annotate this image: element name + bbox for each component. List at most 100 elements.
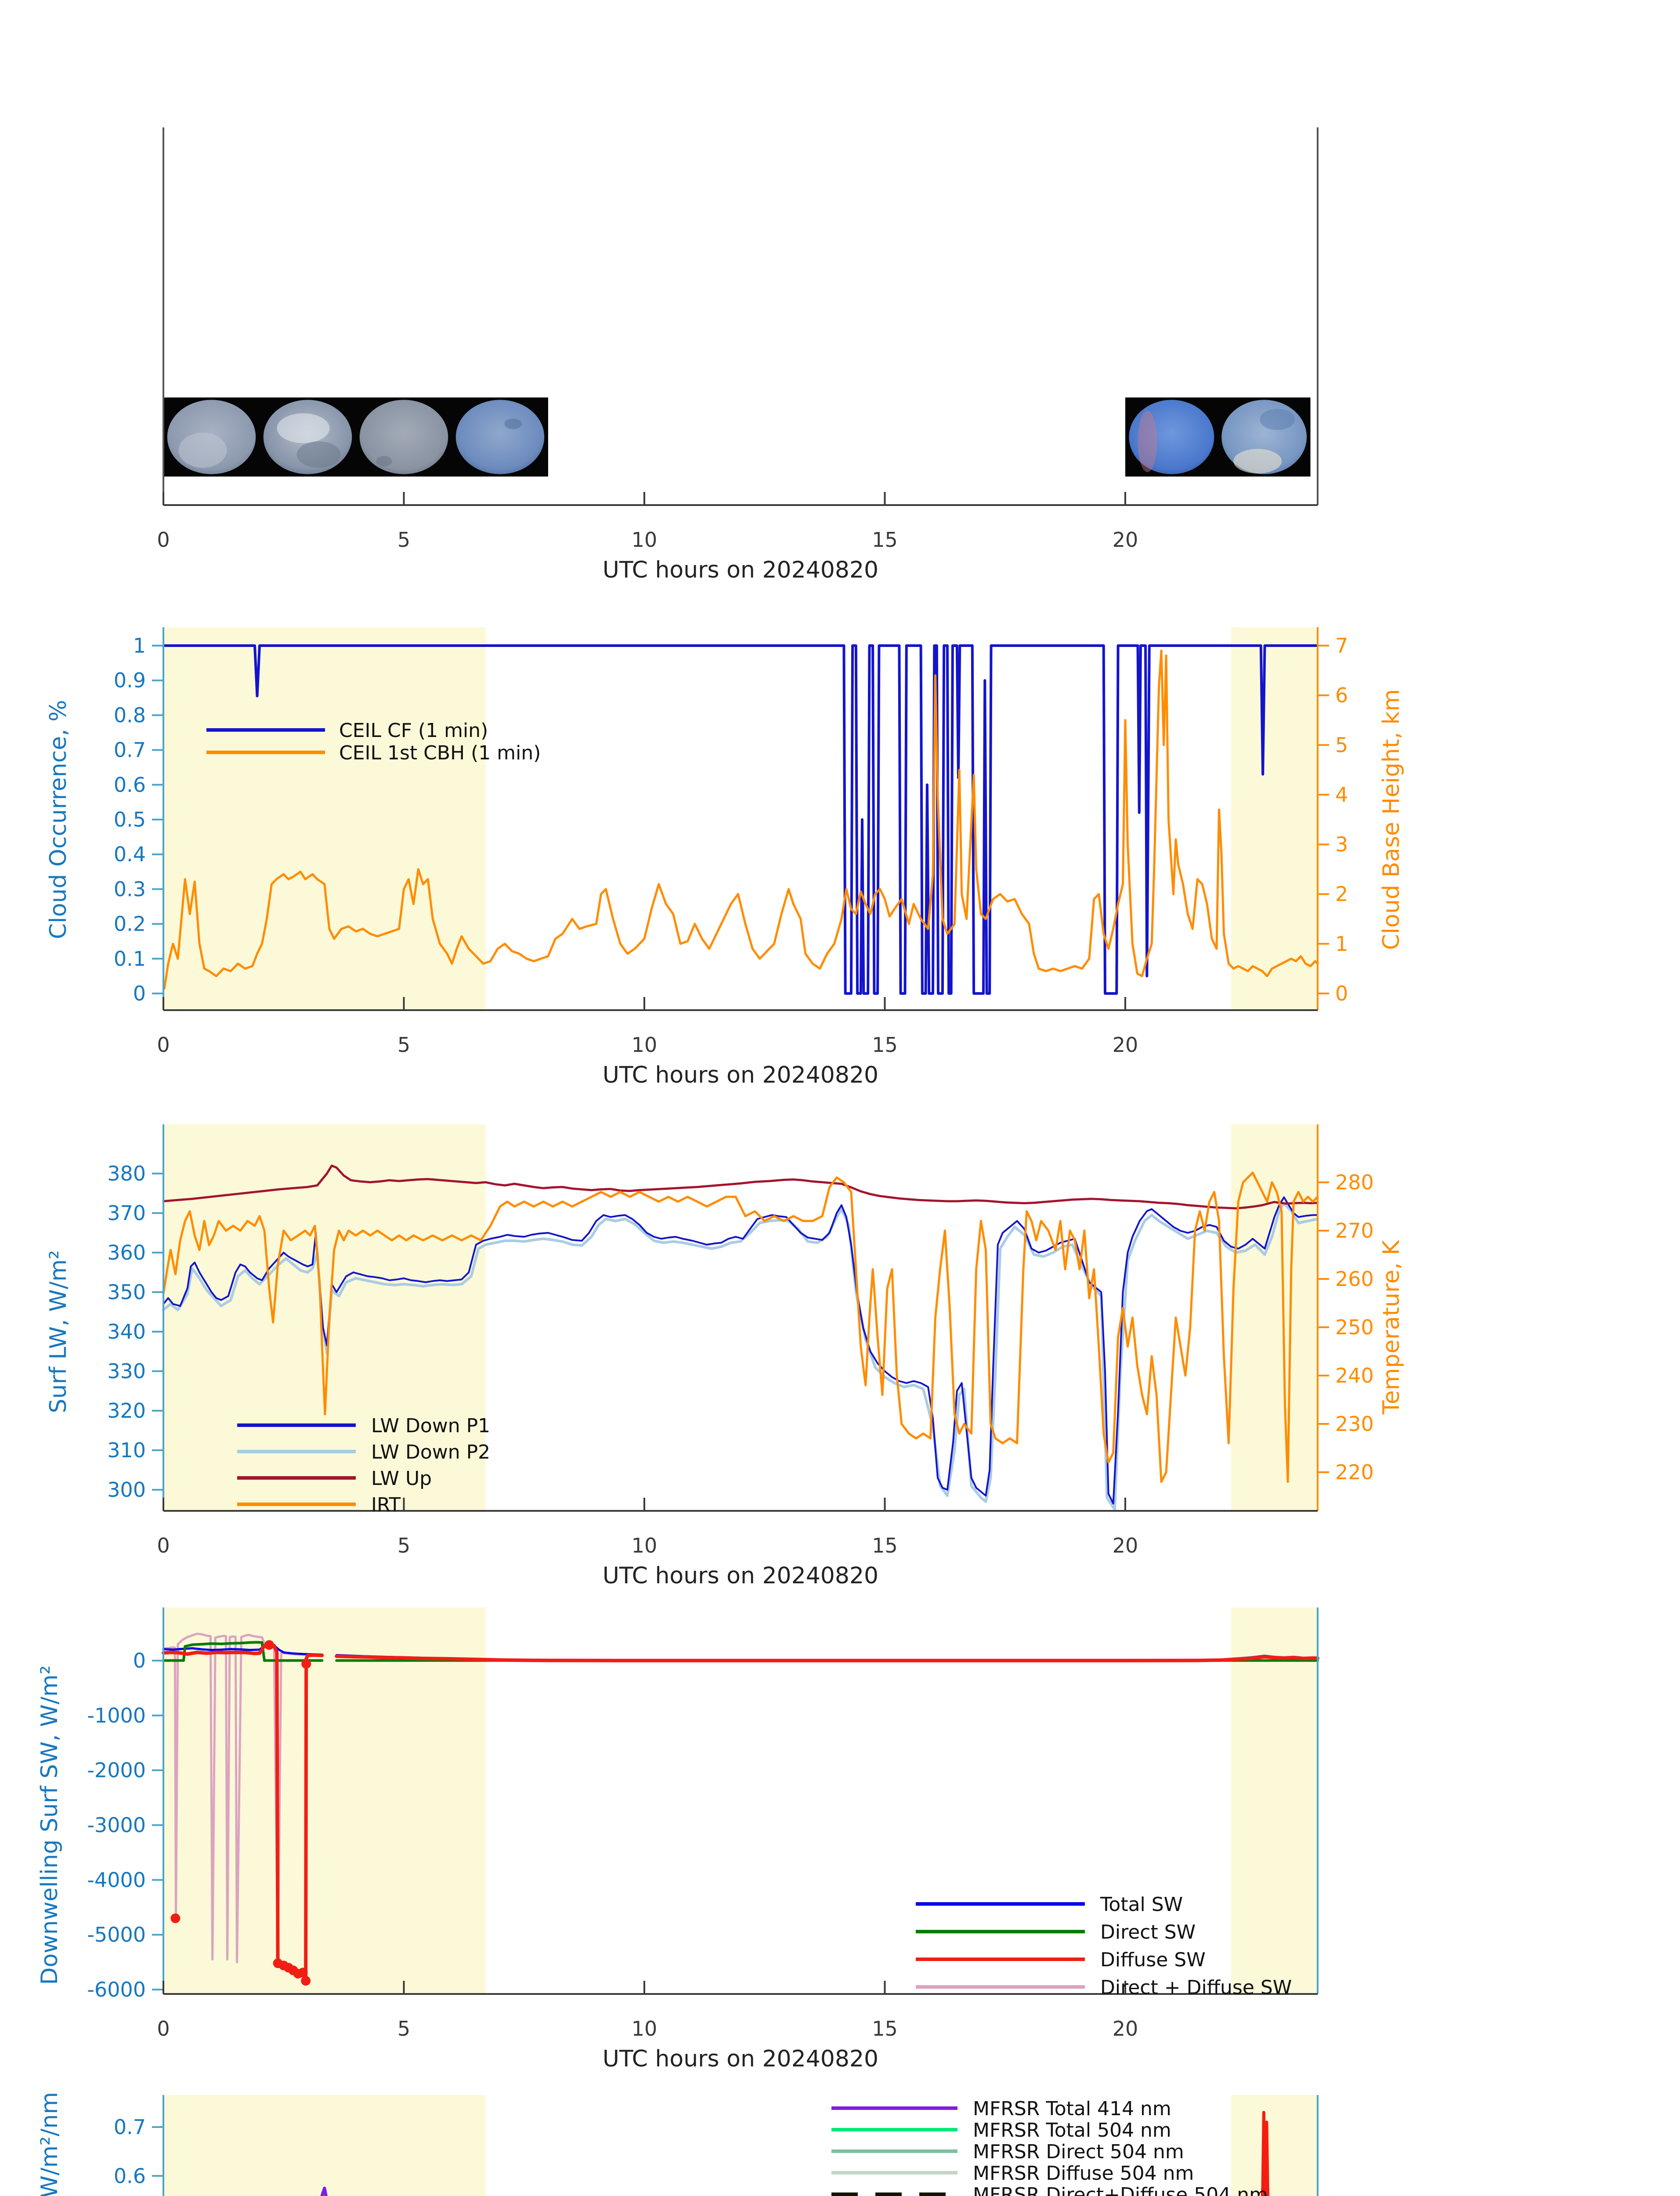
left-tick-label: 0.7 — [114, 2115, 146, 2139]
left-axis-title: Surf LW, W/m² — [45, 1250, 72, 1413]
left-tick-label: -4000 — [87, 1868, 146, 1892]
right-tick-label: 240 — [1335, 1364, 1374, 1387]
panel-narrowband: 00.10.20.30.40.50.60.7Downwelling Narrow… — [36, 2092, 1319, 2196]
right-tick-label: 5 — [1335, 733, 1348, 757]
x-tick-label: 5 — [397, 528, 410, 552]
series-diffuse-sw-dots — [170, 1640, 311, 1986]
left-tick-label: 0.2 — [114, 912, 146, 936]
right-tick-label: 260 — [1335, 1267, 1374, 1291]
legend-label: MFRSR Direct 504 nm — [973, 2141, 1184, 2163]
left-tick-label: -5000 — [87, 1923, 146, 1947]
legend-label: MFRSR Total 504 nm — [973, 2119, 1171, 2142]
right-tick-label: 1 — [1335, 932, 1348, 956]
left-tick-label: 0.6 — [114, 2164, 146, 2188]
x-tick-label: 0 — [157, 1534, 170, 1557]
legend-label: LW Down P1 — [371, 1415, 490, 1437]
left-tick-label: 0.1 — [114, 947, 146, 971]
sky-camera-image-group — [163, 397, 548, 477]
right-tick-label: 250 — [1335, 1315, 1374, 1339]
legend-label: LW Up — [371, 1467, 432, 1490]
right-tick-label: 220 — [1335, 1460, 1374, 1484]
panel-sky-images: 0 5 10 15 20 UTC hours on 20240820 — [157, 127, 1319, 583]
x-tick-label: 0 — [157, 528, 170, 552]
x-axis-title: UTC hours on 20240820 — [603, 1563, 878, 1589]
left-tick-label: 300 — [107, 1478, 146, 1502]
right-tick-label: 7 — [1335, 634, 1348, 657]
series-irt — [162, 1171, 1319, 1483]
right-axis-title: Cloud Base Height, km — [1378, 689, 1405, 950]
twilight-shade-region — [1231, 627, 1318, 1010]
legend-label: IRT — [371, 1494, 401, 1516]
panel-cloud-legend: CEIL CF (1 min)CEIL 1st CBH (1 min) — [206, 719, 541, 764]
twilight-shade-region — [1231, 1607, 1318, 1994]
sky-camera-fisheye-image — [263, 400, 352, 474]
sky-camera-image-group — [1125, 397, 1311, 477]
legend-label: CEIL 1st CBH (1 min) — [339, 742, 541, 764]
x-tick-label: 10 — [632, 1033, 658, 1057]
left-tick-label: -1000 — [87, 1704, 146, 1727]
left-tick-label: 0.3 — [114, 877, 146, 901]
x-tick-label: 5 — [397, 1033, 410, 1057]
right-axis-title: Temperature, K — [1378, 1239, 1405, 1415]
x-tick-label: 10 — [632, 2017, 658, 2041]
right-tick-label: 4 — [1335, 783, 1348, 806]
left-tick-label: 0.7 — [114, 738, 146, 762]
twilight-shade-region — [163, 1607, 486, 1994]
x-axis-title: UTC hours on 20240820 — [603, 2046, 878, 2072]
legend-label: Diffuse SW — [1100, 1949, 1206, 1971]
panel-cloud: 0 0.1 0.2 0.3 0.4 0.5 0.6 0.7 0.8 0.9 1 Cloud Occur… — [45, 627, 1405, 1088]
left-axis-title: Cloud Occurrence, % — [45, 700, 72, 939]
panel-surf-sw: 0 -1000 -2000 -3000 -4000 -5000 -6000 Downwelli… — [36, 1607, 1319, 2072]
panel-surf-lw-legend: LW Down P1 LW Down P2 LW Up IRT — [237, 1415, 490, 1516]
x-tick-label: 15 — [872, 1534, 898, 1557]
x-tick-label: 5 — [397, 2017, 410, 2041]
series-lw-down-p2 — [162, 1202, 1319, 1511]
x-tick-label: 20 — [1113, 2017, 1138, 2041]
x-tick-label: 20 — [1113, 528, 1138, 552]
left-tick-label: -2000 — [87, 1759, 146, 1782]
left-tick-label: 0 — [133, 982, 146, 1005]
left-tick-label: 0 — [133, 1649, 146, 1672]
legend-label: MFRSR Direct+Diffuse 504 nm — [973, 2184, 1268, 2196]
legend-label: MFRSR Total 414 nm — [973, 2098, 1171, 2120]
series-diffuse-sw — [162, 1643, 1319, 1983]
sky-camera-fisheye-image — [167, 400, 256, 474]
left-tick-label: 1 — [133, 634, 146, 657]
sky-camera-fisheye-image — [1129, 400, 1214, 474]
x-tick-label: 15 — [872, 2017, 898, 2041]
twilight-shade-region — [163, 1124, 486, 1511]
left-tick-label: 340 — [107, 1320, 146, 1344]
panel-surf-lw: 300 310 320 330 340 350 360 370 380 Surf LW, W/m²… — [45, 1124, 1405, 1589]
series-mfrsr-total-674 — [1261, 2111, 1270, 2196]
x-tick-label: 20 — [1113, 1033, 1138, 1057]
x-tick-label: 10 — [632, 1534, 658, 1557]
left-tick-label: 380 — [107, 1162, 146, 1185]
twilight-shade-region — [163, 2095, 486, 2196]
left-tick-label: 370 — [107, 1201, 146, 1225]
x-tick-label: 20 — [1113, 1534, 1138, 1557]
right-tick-label: 6 — [1335, 683, 1348, 707]
x-axis-title: UTC hours on 20240820 — [603, 557, 878, 583]
x-tick-label: 15 — [872, 528, 898, 552]
twilight-shade-region — [163, 627, 486, 1010]
x-tick-label: 15 — [872, 1033, 898, 1057]
legend-label: CEIL CF (1 min) — [339, 719, 488, 742]
panel-surf-sw-legend: Total SW Direct SW Diffuse SW Direct + Diff… — [916, 1893, 1292, 1999]
left-tick-label: 310 — [107, 1438, 146, 1462]
left-tick-label: 350 — [107, 1280, 146, 1304]
sky-camera-fisheye-image — [359, 400, 448, 474]
left-tick-label: 0.4 — [114, 842, 146, 866]
x-tick-label: 5 — [397, 1534, 410, 1557]
right-tick-label: 0 — [1335, 982, 1348, 1005]
x-axis-title: UTC hours on 20240820 — [603, 1062, 878, 1088]
right-tick-label: 270 — [1335, 1219, 1374, 1242]
legend-label: Direct + Diffuse SW — [1100, 1976, 1292, 1999]
left-tick-label: -6000 — [87, 1978, 146, 2001]
left-axis-title: Downwelling Surf SW, W/m² — [36, 1665, 63, 1985]
legend-label: Total SW — [1100, 1893, 1183, 1916]
x-tick-label: 0 — [157, 2017, 170, 2041]
x-tick-label: 10 — [632, 528, 658, 552]
left-tick-label: 330 — [107, 1359, 146, 1383]
